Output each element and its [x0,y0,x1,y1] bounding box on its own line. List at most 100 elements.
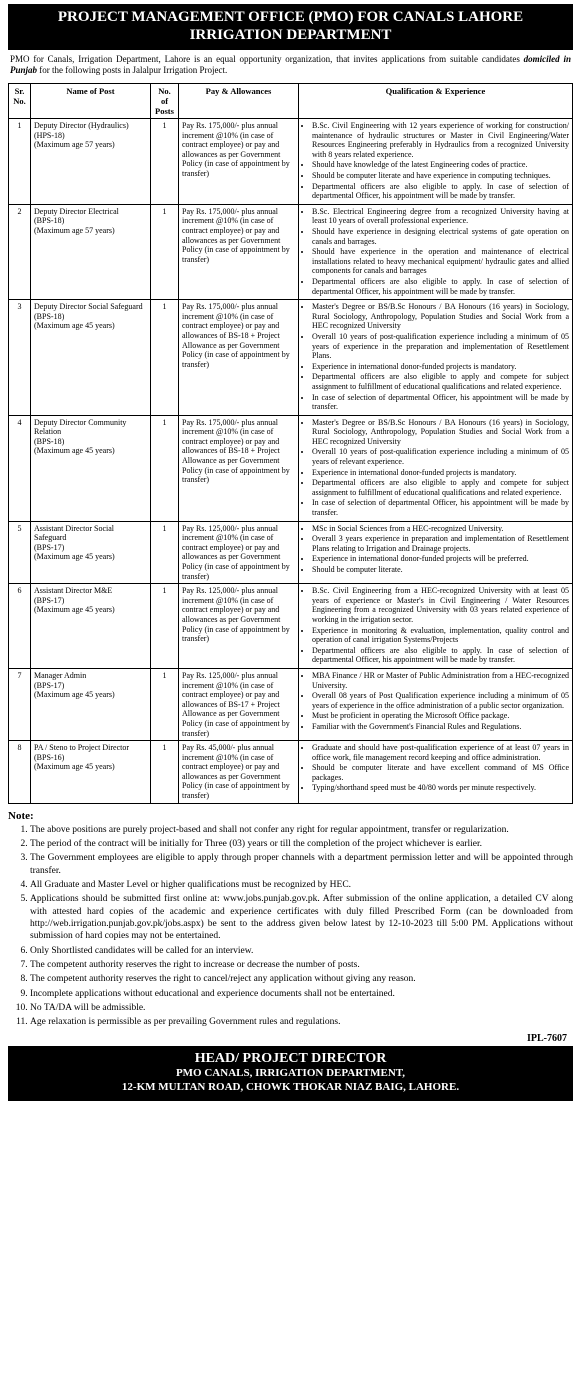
qualification-item: Typing/shorthand speed must be 40/80 wor… [312,783,569,793]
qualification-item: Departmental officers are also eligible … [312,277,569,296]
table-row: 4Deputy Director Community Relation (BPS… [9,415,573,521]
cell-pay: Pay Rs. 175,000/- plus annual increment … [179,119,299,205]
intro-prefix: PMO for Canals, Irrigation Department, L… [10,54,524,64]
qualification-list: Graduate and should have post-qualificat… [302,743,569,793]
qualification-item: B.Sc. Civil Engineering with 12 years ex… [312,121,569,159]
cell-post-name: Assistant Director M&E (BPS-17) (Maximum… [31,584,151,669]
cell-post-name: Deputy Director Community Relation (BPS-… [31,415,151,521]
cell-pay: Pay Rs. 175,000/- plus annual increment … [179,204,299,299]
qualification-item: Experience in monitoring & evaluation, i… [312,626,569,645]
cell-sr: 8 [9,741,31,804]
qualification-item: MBA Finance / HR or Master of Public Adm… [312,671,569,690]
qualification-item: Must be proficient in operating the Micr… [312,711,569,721]
cell-num-posts: 1 [151,415,179,521]
cell-num-posts: 1 [151,584,179,669]
cell-post-name: Assistant Director Social Safeguard (BPS… [31,521,151,584]
note-item: The competent authority reserves the rig… [30,973,573,985]
qualification-list: B.Sc. Civil Engineering with 12 years ex… [302,121,569,201]
cell-num-posts: 1 [151,119,179,205]
cell-qualification: Graduate and should have post-qualificat… [299,741,573,804]
col-header-sr: Sr. No. [9,83,31,119]
table-row: 3Deputy Director Social Safeguard (BPS-1… [9,300,573,416]
qualification-item: Overall 3 years experience in preparatio… [312,534,569,553]
cell-qualification: MSc in Social Sciences from a HEC-recogn… [299,521,573,584]
cell-qualification: Master's Degree or BS/B.Sc Honours / BA … [299,300,573,416]
cell-sr: 3 [9,300,31,416]
qualification-item: Should have experience in the operation … [312,247,569,276]
footer-title: HEAD/ PROJECT DIRECTOR [12,1050,569,1068]
qualification-item: Experience in international donor-funded… [312,554,569,564]
qualification-item: Familiar with the Government's Financial… [312,722,569,732]
cell-num-posts: 1 [151,300,179,416]
cell-sr: 4 [9,415,31,521]
qualification-item: Departmental officers are also eligible … [312,182,569,201]
cell-qualification: B.Sc. Electrical Engineering degree from… [299,204,573,299]
qualification-list: Master's Degree or BS/B.Sc Honours / BA … [302,418,569,518]
cell-num-posts: 1 [151,521,179,584]
qualification-item: Experience in international donor-funded… [312,468,569,478]
cell-pay: Pay Rs. 175,000/- plus annual increment … [179,300,299,416]
cell-post-name: Deputy Director (Hydraulics) (HPS-18) (M… [31,119,151,205]
intro-suffix: for the following posts in Jalalpur Irri… [37,65,227,75]
qualification-item: In case of selection of departmental Off… [312,393,569,412]
cell-qualification: B.Sc. Civil Engineering from a HEC-recog… [299,584,573,669]
qualification-list: B.Sc. Electrical Engineering degree from… [302,207,569,296]
cell-num-posts: 1 [151,668,179,740]
footer-bar: HEAD/ PROJECT DIRECTOR PMO CANALS, IRRIG… [8,1046,573,1101]
qualification-item: Should have experience in designing elec… [312,227,569,246]
qualification-list: Master's Degree or BS/B.Sc Honours / BA … [302,302,569,412]
col-header-num: No. of Posts [151,83,179,119]
qualification-item: B.Sc. Civil Engineering from a HEC-recog… [312,586,569,624]
cell-pay: Pay Rs. 45,000/- plus annual increment @… [179,741,299,804]
qualification-item: Master's Degree or BS/B.Sc Honours / BA … [312,302,569,331]
table-row: 5Assistant Director Social Safeguard (BP… [9,521,573,584]
header-title-line1: PROJECT MANAGEMENT OFFICE (PMO) FOR CANA… [12,8,569,26]
cell-sr: 1 [9,119,31,205]
qualification-list: MSc in Social Sciences from a HEC-recogn… [302,524,569,575]
qualification-item: Experience in international donor-funded… [312,362,569,372]
qualification-item: Departmental officers are also eligible … [312,478,569,497]
intro-paragraph: PMO for Canals, Irrigation Department, L… [8,50,573,83]
qualification-item: Graduate and should have post-qualificat… [312,743,569,762]
footer-address: 12-KM MULTAN ROAD, CHOWK THOKAR NIAZ BAI… [12,1081,569,1095]
cell-post-name: Deputy Director Social Safeguard (BPS-18… [31,300,151,416]
posts-table-body: 1Deputy Director (Hydraulics) (HPS-18) (… [9,119,573,804]
note-item: Incomplete applications without educatio… [30,988,573,1000]
qualification-list: MBA Finance / HR or Master of Public Adm… [302,671,569,732]
footer-dept: PMO CANALS, IRRIGATION DEPARTMENT, [12,1067,569,1081]
qualification-list: B.Sc. Civil Engineering from a HEC-recog… [302,586,569,665]
cell-post-name: PA / Steno to Project Director (BPS-16) … [31,741,151,804]
qualification-item: Overall 08 years of Post Qualification e… [312,691,569,710]
table-row: 6Assistant Director M&E (BPS-17) (Maximu… [9,584,573,669]
cell-qualification: Master's Degree or BS/B.Sc Honours / BA … [299,415,573,521]
qualification-item: Should be computer literate and have exc… [312,763,569,782]
table-row: 8PA / Steno to Project Director (BPS-16)… [9,741,573,804]
cell-num-posts: 1 [151,741,179,804]
page-root: PROJECT MANAGEMENT OFFICE (PMO) FOR CANA… [0,0,581,1109]
table-row: 1Deputy Director (Hydraulics) (HPS-18) (… [9,119,573,205]
note-item: Age relaxation is permissible as per pre… [30,1016,573,1028]
table-row: 2Deputy Director Electrical (BPS-18) (Ma… [9,204,573,299]
qualification-item: Should have knowledge of the latest Engi… [312,160,569,170]
note-item: The above positions are purely project-b… [30,824,573,836]
cell-post-name: Deputy Director Electrical (BPS-18) (Max… [31,204,151,299]
notes-list: The above positions are purely project-b… [8,824,573,1029]
note-item: The Government employees are eligible to… [30,852,573,877]
header-title-line2: IRRIGATION DEPARTMENT [12,26,569,44]
cell-sr: 2 [9,204,31,299]
note-item: Only Shortlisted candidates will be call… [30,945,573,957]
cell-pay: Pay Rs. 125,000/- plus annual increment … [179,668,299,740]
qualification-item: B.Sc. Electrical Engineering degree from… [312,207,569,226]
cell-sr: 6 [9,584,31,669]
col-header-name: Name of Post [31,83,151,119]
cell-num-posts: 1 [151,204,179,299]
note-item: All Graduate and Master Level or higher … [30,879,573,891]
cell-sr: 7 [9,668,31,740]
posts-table-head: Sr. No. Name of Post No. of Posts Pay & … [9,83,573,119]
cell-pay: Pay Rs. 125,000/- plus annual increment … [179,521,299,584]
qualification-item: Should be computer literate. [312,565,569,575]
qualification-item: Overall 10 years of post-qualification e… [312,332,569,361]
posts-table: Sr. No. Name of Post No. of Posts Pay & … [8,83,573,804]
ipl-code: IPL-7607 [8,1033,573,1044]
qualification-item: MSc in Social Sciences from a HEC-recogn… [312,524,569,534]
